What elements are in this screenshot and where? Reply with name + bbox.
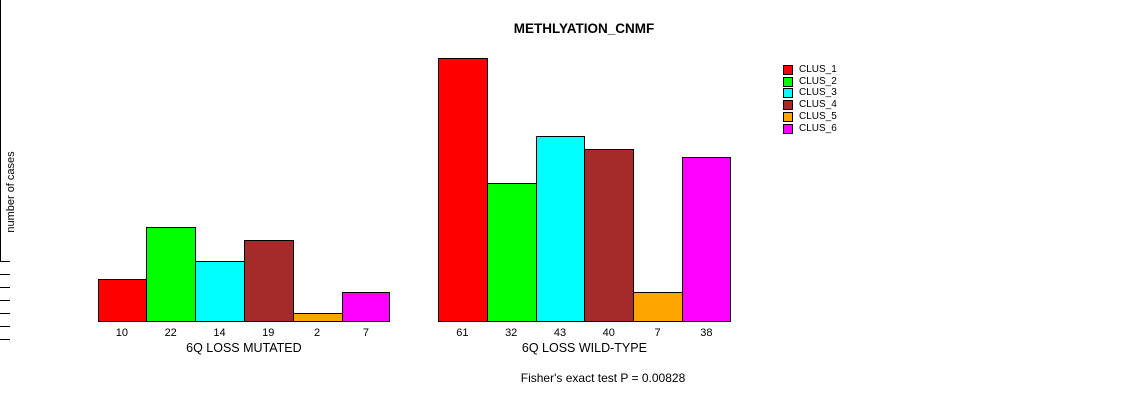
legend-item-label: CLUS_4 xyxy=(799,99,837,110)
legend-item-label: CLUS_6 xyxy=(799,123,837,134)
bar-value-label: 19 xyxy=(262,327,275,339)
legend-item: CLUS_5 xyxy=(783,111,837,122)
legend-swatch-icon xyxy=(783,99,793,110)
bar-clus_4-group2 xyxy=(584,149,634,322)
bar-value-label: 10 xyxy=(115,327,129,339)
legend-item-label: CLUS_2 xyxy=(799,76,837,87)
legend-swatch-icon xyxy=(783,64,793,75)
y-tick-mark xyxy=(0,274,10,275)
legend-swatch-icon xyxy=(783,87,793,98)
bar-value-label: 14 xyxy=(213,327,226,339)
bar-value-label: 40 xyxy=(602,327,615,339)
bar-clus_2-group2 xyxy=(487,183,537,322)
fisher-test-note: Fisher's exact test P = 0.00828 xyxy=(520,371,686,385)
y-tick-mark xyxy=(0,339,10,340)
bar-clus_3-group1 xyxy=(195,261,245,322)
bar-clus_4-group1 xyxy=(244,240,294,322)
y-tick-mark xyxy=(0,300,10,301)
legend-swatch-icon xyxy=(783,76,793,87)
legend-swatch-icon xyxy=(783,123,793,134)
chart-title: METHLYATION_CNMF xyxy=(513,21,655,36)
bar-value-label: 38 xyxy=(700,327,713,339)
bar-value-label: 32 xyxy=(505,327,518,339)
bar-value-label: 22 xyxy=(164,327,177,339)
bar-value-label: 43 xyxy=(553,327,567,339)
y-tick-mark xyxy=(0,326,10,327)
legend-item: CLUS_6 xyxy=(783,123,837,134)
y-tick-mark xyxy=(0,261,10,262)
legend-swatch-icon xyxy=(783,111,793,122)
x-group-label: 6Q LOSS WILD-TYPE xyxy=(521,341,647,355)
legend-item-label: CLUS_3 xyxy=(799,87,837,98)
bar-value-label: 2 xyxy=(314,327,321,339)
legend-item: CLUS_3 xyxy=(783,87,837,98)
bar-value-label: 61 xyxy=(456,327,469,339)
legend-item: CLUS_1 xyxy=(783,64,837,75)
bar-clus_6-group2 xyxy=(682,157,731,322)
y-tick-mark xyxy=(0,313,10,314)
bar-value-label: 7 xyxy=(654,327,661,339)
bar-value-label: 7 xyxy=(362,327,369,339)
bar-clus_6-group1 xyxy=(342,292,390,322)
legend-item: CLUS_2 xyxy=(783,76,837,87)
y-tick-mark xyxy=(0,287,10,288)
y-axis-line xyxy=(0,0,1,261)
legend-item: CLUS_4 xyxy=(783,99,837,110)
bar-clus_1-group1 xyxy=(98,279,147,322)
legend-item-label: CLUS_1 xyxy=(799,64,837,75)
x-group-label: 6Q LOSS MUTATED xyxy=(186,341,302,355)
legend-item-label: CLUS_5 xyxy=(799,111,837,122)
bar-clus_1-group2 xyxy=(438,58,488,322)
